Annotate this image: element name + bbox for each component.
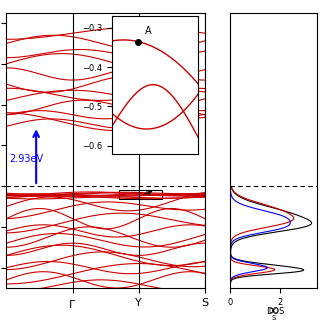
X-axis label: DO
S: DO S [268, 308, 279, 320]
Bar [119, 190, 162, 199]
Text: DOS: DOS [266, 307, 284, 316]
Text: 2.93eV: 2.93eV [10, 154, 44, 164]
Text: A: A [145, 26, 151, 36]
